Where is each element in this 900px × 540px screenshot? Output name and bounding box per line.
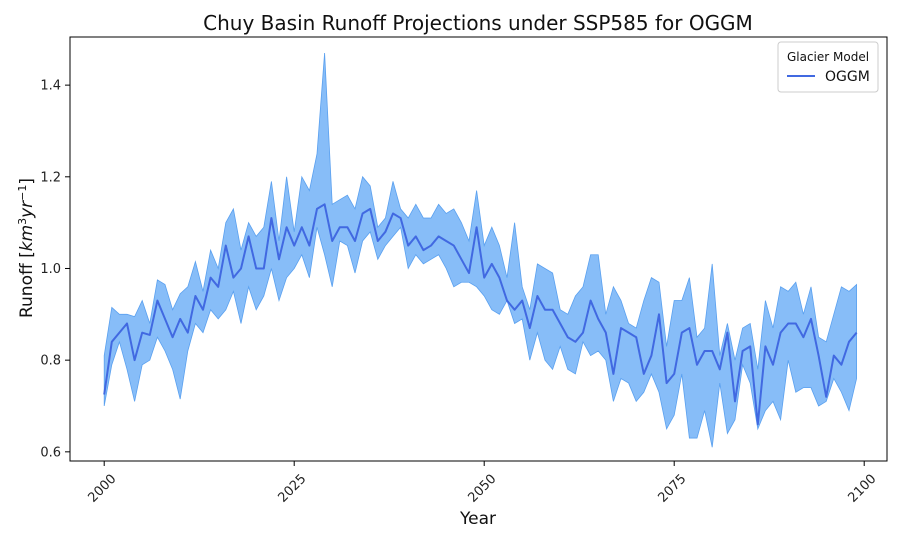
x-tick-label-2000: 2000	[85, 472, 119, 506]
x-tick-label-2025: 2025	[275, 472, 309, 506]
y-axis-title: Runoff [km3yr−1]	[16, 178, 38, 318]
y-tick-label-1.2: 1.2	[40, 170, 61, 185]
y-axis-title-base: Runoff [	[17, 251, 37, 318]
y-axis-title-unit-b: yr	[17, 200, 37, 219]
x-axis-title: Year	[459, 509, 496, 529]
y-axis-title-sup-a: 3	[16, 218, 29, 225]
legend-title: Glacier Model	[787, 50, 869, 64]
x-tick-label-2100: 2100	[845, 472, 879, 506]
y-axis-title-unit-a: km	[17, 225, 37, 251]
y-tick-label-0.8: 0.8	[40, 354, 61, 369]
legend: Glacier Model OGGM	[777, 41, 879, 93]
y-tick-label-1: 1.0	[40, 262, 61, 277]
y-axis: 0.6 0.8 1.0 1.2 1.4	[40, 79, 70, 460]
plot-area	[69, 36, 888, 462]
series-line-oggm	[103, 203, 858, 426]
x-tick-label-2075: 2075	[655, 472, 689, 506]
y-tick-label-0.6: 0.6	[40, 445, 61, 460]
mean-points	[104, 204, 857, 425]
x-tick-label-2050: 2050	[465, 472, 499, 506]
plot-frame	[69, 36, 888, 462]
y-axis-title-sup-b: −1	[16, 185, 29, 201]
x-axis: 2000 2025 2050 2075 2100	[85, 461, 879, 506]
legend-label-oggm: OGGM	[825, 69, 870, 85]
y-tick-label-1.4: 1.4	[40, 79, 61, 94]
chart-title: Chuy Basin Runoff Projections under SSP5…	[203, 11, 753, 35]
y-axis-title-close: ]	[17, 178, 37, 185]
legend-box	[777, 41, 879, 93]
